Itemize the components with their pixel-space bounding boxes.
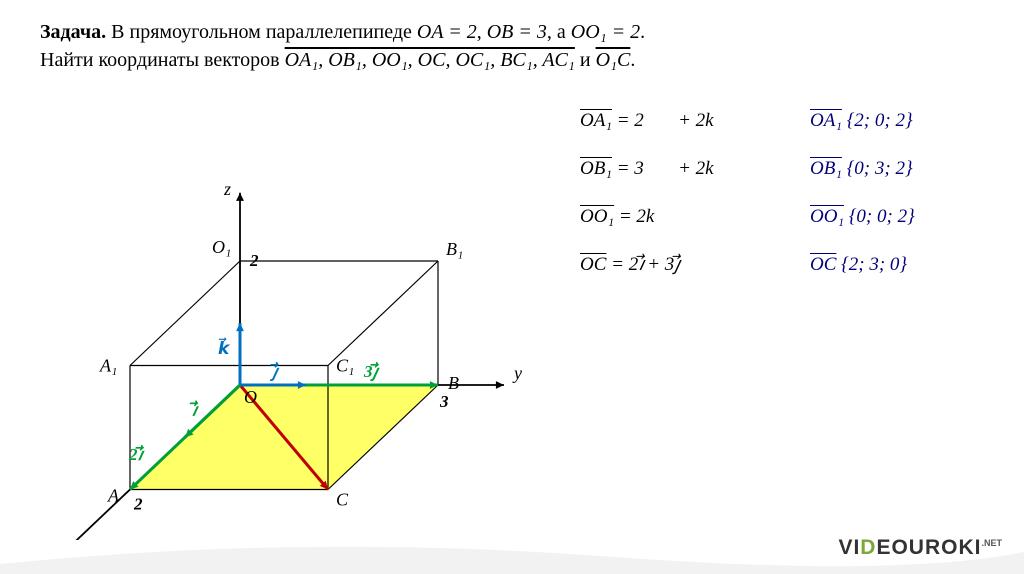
problem-label: Задача.: [40, 21, 106, 43]
svg-text:2: 2: [133, 495, 143, 514]
svg-text:z: z: [223, 179, 231, 199]
svg-text:2𝚤⃗: 2𝚤⃗: [128, 444, 146, 464]
svg-text:A₁: A₁: [99, 356, 117, 376]
svg-text:C₁: C₁: [336, 356, 354, 376]
svg-text:k⃗: k⃗: [218, 338, 231, 358]
svg-text:O: O: [244, 387, 257, 407]
solutions-panel: OA₁ = 2𝚤⃗ + 2k⃗ OA₁ {2; 0; 2} OB₁ = 3𝚥⃗ …: [580, 110, 1000, 302]
svg-text:C: C: [336, 490, 349, 510]
vector-list: OA₁, OB₁, OO₁, OC, OC₁, BC₁, AC₁: [285, 49, 575, 71]
solution-row: OB₁ = 3𝚥⃗ + 2k⃗ OB₁ {0; 3; 2}: [580, 158, 1000, 180]
solution-row: OA₁ = 2𝚤⃗ + 2k⃗ OA₁ {2; 0; 2}: [580, 110, 1000, 132]
solution-row: OC = 2𝚤⃗ + 3𝚥⃗ OC {2; 3; 0}: [580, 254, 1000, 276]
svg-text:3𝚥⃗: 3𝚥⃗: [363, 361, 381, 382]
solution-row: OO₁ = 2k⃗ OO₁ {0; 0; 2}: [580, 206, 1000, 228]
svg-text:B₁: B₁: [446, 239, 463, 259]
svg-text:3: 3: [439, 392, 449, 411]
svg-text:y: y: [512, 363, 522, 383]
svg-text:A: A: [107, 486, 120, 506]
diagram: 232OABCO₁A₁B₁C₁xyz𝚤⃗𝚥⃗k⃗2𝚤⃗3𝚥⃗: [10, 110, 570, 540]
svg-text:𝚤⃗: 𝚤⃗: [190, 400, 200, 420]
watermark: VIDEOUROKI.NET: [838, 536, 1002, 560]
svg-text:2: 2: [249, 251, 259, 270]
problem-statement: Задача. В прямоугольном параллелепипеде …: [40, 18, 645, 74]
svg-text:𝚥⃗: 𝚥⃗: [269, 361, 280, 382]
svg-text:B: B: [448, 373, 459, 393]
svg-text:O₁: O₁: [212, 237, 231, 257]
